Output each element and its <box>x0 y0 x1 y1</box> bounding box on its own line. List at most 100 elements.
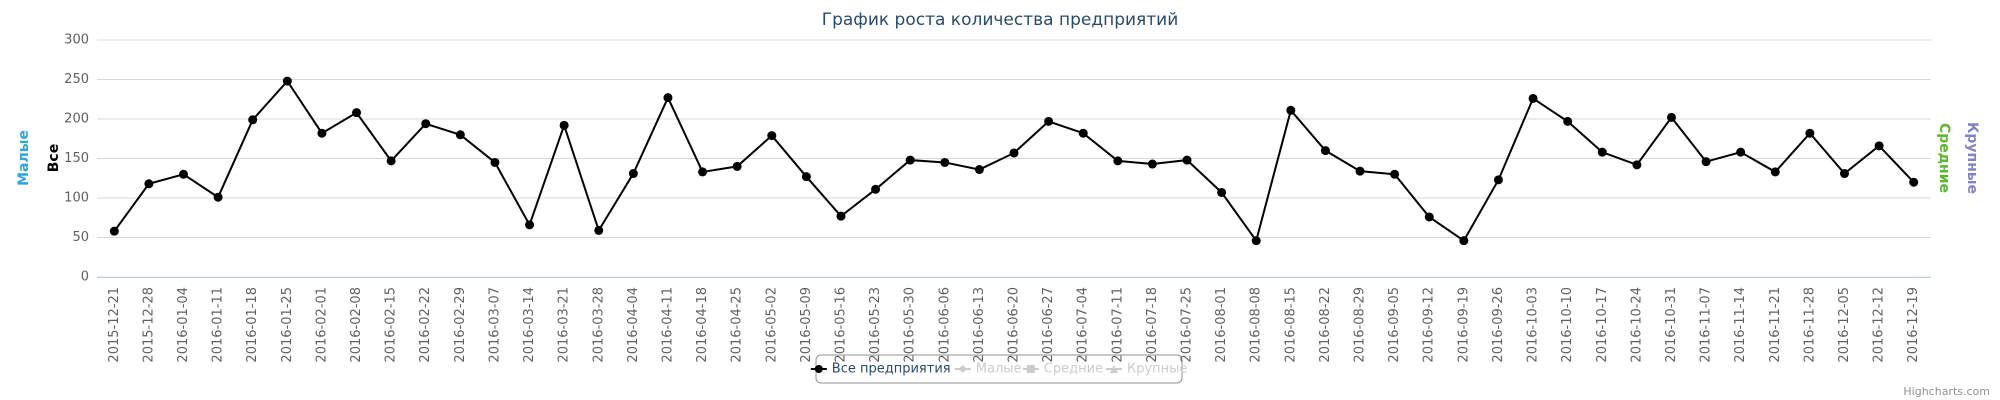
data-point <box>282 76 292 86</box>
legend-symbol <box>814 365 823 373</box>
x-tick-label: 2016-08-22 <box>1318 287 1333 363</box>
x-tick-label: 2016-02-08 <box>349 287 364 363</box>
data-point <box>1459 236 1469 246</box>
x-tick-label: 2016-01-25 <box>280 287 295 363</box>
x-tick-label: 2016-04-11 <box>660 287 675 363</box>
data-point <box>905 155 915 165</box>
data-point <box>1147 159 1157 169</box>
x-tick-label: 2015-12-28 <box>141 287 156 363</box>
data-point <box>1666 112 1676 122</box>
x-tick-label: 2016-06-20 <box>1007 287 1022 363</box>
legend-item[interactable]: Все предприятия <box>832 362 951 377</box>
x-tick-label: 2016-10-17 <box>1595 287 1610 363</box>
data-point <box>1770 167 1780 177</box>
data-point <box>248 115 258 125</box>
data-point <box>940 157 950 167</box>
data-point <box>1597 147 1607 157</box>
x-tick-label: 2016-08-08 <box>1249 287 1264 363</box>
x-tick-label: 2016-08-15 <box>1283 287 1298 363</box>
x-tick-label: 2016-01-04 <box>176 287 191 363</box>
data-point <box>179 169 189 179</box>
data-point <box>836 211 846 221</box>
data-point <box>144 179 154 189</box>
y-axis-title: Крупные <box>1964 122 1980 194</box>
legend-item[interactable]: Средние <box>1044 362 1103 377</box>
x-tick-label: 2016-07-04 <box>1076 287 1091 363</box>
y-tick-label: 150 <box>64 151 89 166</box>
data-point <box>1078 128 1088 138</box>
x-tick-label: 2016-03-28 <box>591 287 606 363</box>
x-tick-label: 2016-03-14 <box>522 287 537 363</box>
x-tick-label: 2016-09-05 <box>1387 287 1402 363</box>
legend-symbol <box>958 365 967 373</box>
x-tick-label: 2016-11-21 <box>1768 287 1783 363</box>
x-tick-label: 2016-05-30 <box>903 287 918 363</box>
data-point <box>559 120 569 130</box>
x-tick-label: 2016-04-18 <box>695 287 710 363</box>
data-point <box>698 167 708 177</box>
x-tick-label: 2016-02-22 <box>418 287 433 363</box>
y-axis-title: Все <box>46 144 62 172</box>
data-point <box>490 157 500 167</box>
data-point <box>663 93 673 103</box>
legend-symbol <box>1026 365 1035 373</box>
data-point <box>1390 169 1400 179</box>
data-point <box>628 169 638 179</box>
data-point <box>109 226 119 236</box>
data-point <box>767 131 777 141</box>
legend-symbol <box>1110 365 1118 373</box>
data-point <box>455 130 465 140</box>
x-tick-label: 2016-12-12 <box>1872 287 1887 363</box>
data-point <box>1251 236 1261 246</box>
x-tick-label: 2015-12-21 <box>107 287 122 363</box>
x-tick-label: 2016-05-09 <box>799 287 814 363</box>
x-tick-label: 2016-10-24 <box>1629 287 1644 363</box>
data-point <box>1563 116 1573 126</box>
x-tick-label: 2016-09-26 <box>1491 287 1506 363</box>
y-tick-label: 250 <box>64 72 89 87</box>
x-tick-label: 2016-04-25 <box>730 287 745 363</box>
data-point <box>1355 166 1365 176</box>
x-tick-label: 2016-12-19 <box>1906 287 1921 363</box>
x-tick-label: 2016-08-01 <box>1214 287 1229 363</box>
data-point <box>421 119 431 129</box>
x-tick-label: 2016-05-23 <box>868 287 883 363</box>
data-point <box>1874 141 1884 151</box>
series-line <box>113 79 1915 243</box>
data-point <box>1009 148 1019 158</box>
data-point <box>594 225 604 235</box>
x-tick-label: 2016-07-25 <box>1180 287 1195 363</box>
data-point <box>1805 128 1815 138</box>
data-point <box>1217 187 1227 197</box>
x-tick-label: 2016-05-02 <box>764 287 779 363</box>
x-tick-label: 2016-07-11 <box>1110 287 1125 363</box>
data-point <box>1701 157 1711 167</box>
data-point <box>1839 169 1849 179</box>
x-tick-label: 2016-03-07 <box>487 287 502 363</box>
data-point <box>1286 105 1296 115</box>
x-tick-label: 2016-10-10 <box>1560 287 1575 363</box>
data-point <box>801 172 811 182</box>
x-tick-label: 2016-10-03 <box>1526 287 1541 363</box>
data-point <box>386 156 396 166</box>
data-point <box>871 184 881 194</box>
legend-item[interactable]: Крупные <box>1127 362 1187 377</box>
x-tick-label: 2016-06-13 <box>972 287 987 363</box>
x-tick-label: 2016-02-15 <box>384 287 399 363</box>
x-tick-label: 2016-02-01 <box>314 287 329 363</box>
data-point <box>1113 156 1123 166</box>
x-tick-label: 2016-08-29 <box>1353 287 1368 363</box>
y-tick-label: 50 <box>72 230 89 245</box>
x-tick-label: 2016-10-31 <box>1664 287 1679 363</box>
credits[interactable]: Highcharts.com <box>1903 385 1990 398</box>
data-point <box>352 108 362 118</box>
legend-item[interactable]: Малые <box>976 362 1022 377</box>
x-tick-label: 2016-09-12 <box>1422 287 1437 363</box>
data-point <box>1044 116 1054 126</box>
x-tick-label: 2016-11-28 <box>1802 287 1817 363</box>
y-axis-title: Средние <box>1936 123 1952 193</box>
x-tick-label: 2016-02-29 <box>453 287 468 363</box>
data-point <box>1424 212 1434 222</box>
